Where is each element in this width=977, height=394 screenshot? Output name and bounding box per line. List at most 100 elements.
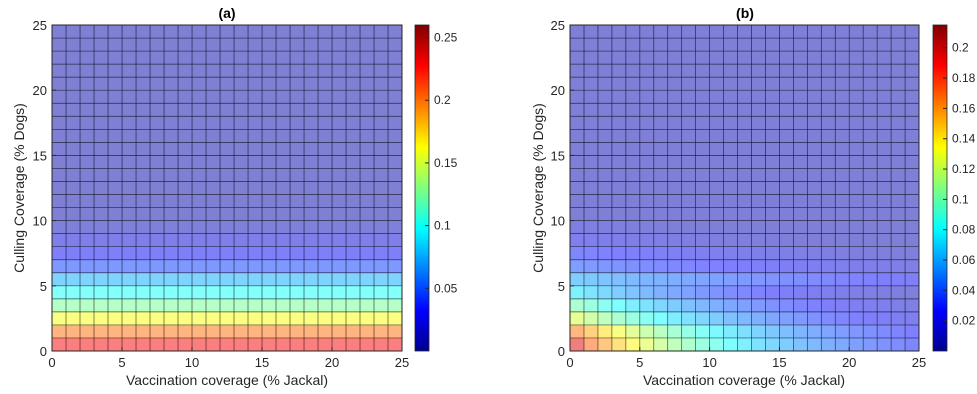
heatmap-b-cell — [681, 181, 696, 195]
heatmap-a-cell — [388, 142, 403, 156]
heatmap-a-cell — [52, 129, 67, 143]
heatmap-a-cell — [66, 168, 81, 182]
heatmap-a-cell — [276, 272, 291, 287]
heatmap-b-cell — [625, 220, 641, 234]
heatmap-b-cell — [793, 155, 808, 169]
heatmap-b-cell — [835, 246, 850, 261]
heatmap-b-cell — [583, 38, 599, 52]
heatmap-a-cell — [360, 181, 375, 195]
heatmap-a-cell — [192, 103, 207, 117]
heatmap-a-cell — [304, 324, 319, 339]
heatmap-b-cell — [667, 90, 682, 104]
heatmap-a-cell — [220, 194, 235, 208]
heatmap-b-cell — [570, 116, 585, 130]
heatmap-b-cell — [695, 272, 710, 287]
heatmap-a-cell — [290, 272, 305, 287]
heatmap-a-cell — [234, 129, 249, 143]
heatmap-b-cell — [737, 259, 752, 274]
heatmap-a-cell — [136, 129, 151, 143]
heatmap-b-cell — [793, 77, 808, 91]
heatmap-b-cell — [737, 25, 752, 39]
heatmap-a-cell — [150, 103, 165, 117]
heatmap-b-cell — [625, 25, 641, 39]
heatmap-b-cell — [891, 51, 906, 65]
heatmap-a-cell — [332, 116, 347, 130]
x-tick-label: 0 — [566, 355, 573, 370]
heatmap-b-cell — [723, 25, 738, 39]
x-tick-label: 25 — [912, 355, 926, 370]
heatmap-a-cell — [374, 324, 389, 339]
y-tick-label: 15 — [33, 148, 47, 163]
heatmap-b-cell — [667, 298, 682, 313]
heatmap-b-cell — [849, 220, 864, 234]
heatmap-a-cell — [290, 142, 305, 156]
heatmap-a-cell — [192, 51, 207, 65]
heatmap-a-cell — [192, 324, 207, 339]
heatmap-a-gridlines — [52, 25, 402, 351]
heatmap-a-cell — [346, 168, 361, 182]
heatmap-b-cell — [849, 116, 864, 130]
heatmap-b-cell — [639, 64, 655, 78]
heatmap-a-cell — [276, 194, 291, 208]
heatmap-b-cell — [807, 116, 822, 130]
heatmap-b-cell — [751, 298, 766, 313]
heatmap-a-cell — [192, 207, 207, 221]
heatmap-b-cell — [793, 220, 808, 234]
heatmap-a-cell — [122, 25, 137, 39]
heatmap-b-cell — [737, 103, 752, 117]
heatmap-a-cell — [248, 116, 263, 130]
heatmap-a-cell — [332, 272, 347, 287]
heatmap-a-cell — [220, 272, 235, 287]
heatmap-b-cell — [891, 116, 906, 130]
heatmap-a-cell — [108, 181, 123, 195]
heatmap-b-cell — [597, 324, 613, 339]
heatmap-a-cell — [262, 38, 277, 52]
heatmap-a-cell — [52, 220, 67, 234]
heatmap-b-cell — [765, 38, 780, 52]
heatmap-b-cell — [695, 155, 710, 169]
heatmap-b-cell — [793, 129, 808, 143]
heatmap-b-cell — [695, 207, 710, 221]
heatmap-b-cell — [737, 298, 752, 313]
heatmap-a-cell — [108, 103, 123, 117]
heatmap-a-cell — [108, 25, 123, 39]
heatmap-a-cell — [346, 207, 361, 221]
heatmap-a-cell — [150, 25, 165, 39]
heatmap-a-cell — [164, 311, 179, 326]
heatmap-b-cell — [611, 285, 627, 300]
heatmap-b-cell — [779, 298, 794, 313]
heatmap-a-cell — [388, 64, 403, 78]
heatmap-a-cell — [220, 155, 235, 169]
heatmap-b-cell — [639, 77, 655, 91]
heatmap-b-cell — [583, 51, 599, 65]
heatmap-b-cell — [709, 220, 724, 234]
heatmap-a-cell — [136, 324, 151, 339]
heatmap-b-cell — [835, 285, 850, 300]
heatmap-b-cell — [611, 142, 627, 156]
heatmap-a-cell — [94, 129, 109, 143]
heatmap-b-cell — [639, 324, 655, 339]
heatmap-a-cell — [66, 25, 81, 39]
heatmap-b-cell — [737, 324, 752, 339]
heatmap-a-cell — [150, 337, 165, 352]
heatmap-b-cell — [737, 246, 752, 261]
heatmap-b-cell — [695, 64, 710, 78]
heatmap-b-cell — [891, 233, 906, 247]
heatmap-b-cell — [625, 194, 641, 208]
heatmap-b-cell — [723, 285, 738, 300]
heatmap-a-cell — [94, 142, 109, 156]
heatmap-a-cell — [248, 259, 263, 274]
heatmap-b-cell — [849, 38, 864, 52]
heatmap-b-cell — [765, 259, 780, 274]
heatmap-b-cell — [835, 207, 850, 221]
heatmap-b-cell — [570, 38, 585, 52]
heatmap-b-cell — [821, 272, 836, 287]
heatmap-b-cell — [653, 142, 669, 156]
heatmap-b-cell — [570, 285, 585, 300]
heatmap-a-cell — [248, 168, 263, 182]
heatmap-a-cell — [136, 233, 151, 247]
heatmap-b-cell — [863, 298, 878, 313]
heatmap-a-cell — [318, 272, 333, 287]
heatmap-a-cell — [276, 25, 291, 39]
heatmap-b-cell — [821, 51, 836, 65]
